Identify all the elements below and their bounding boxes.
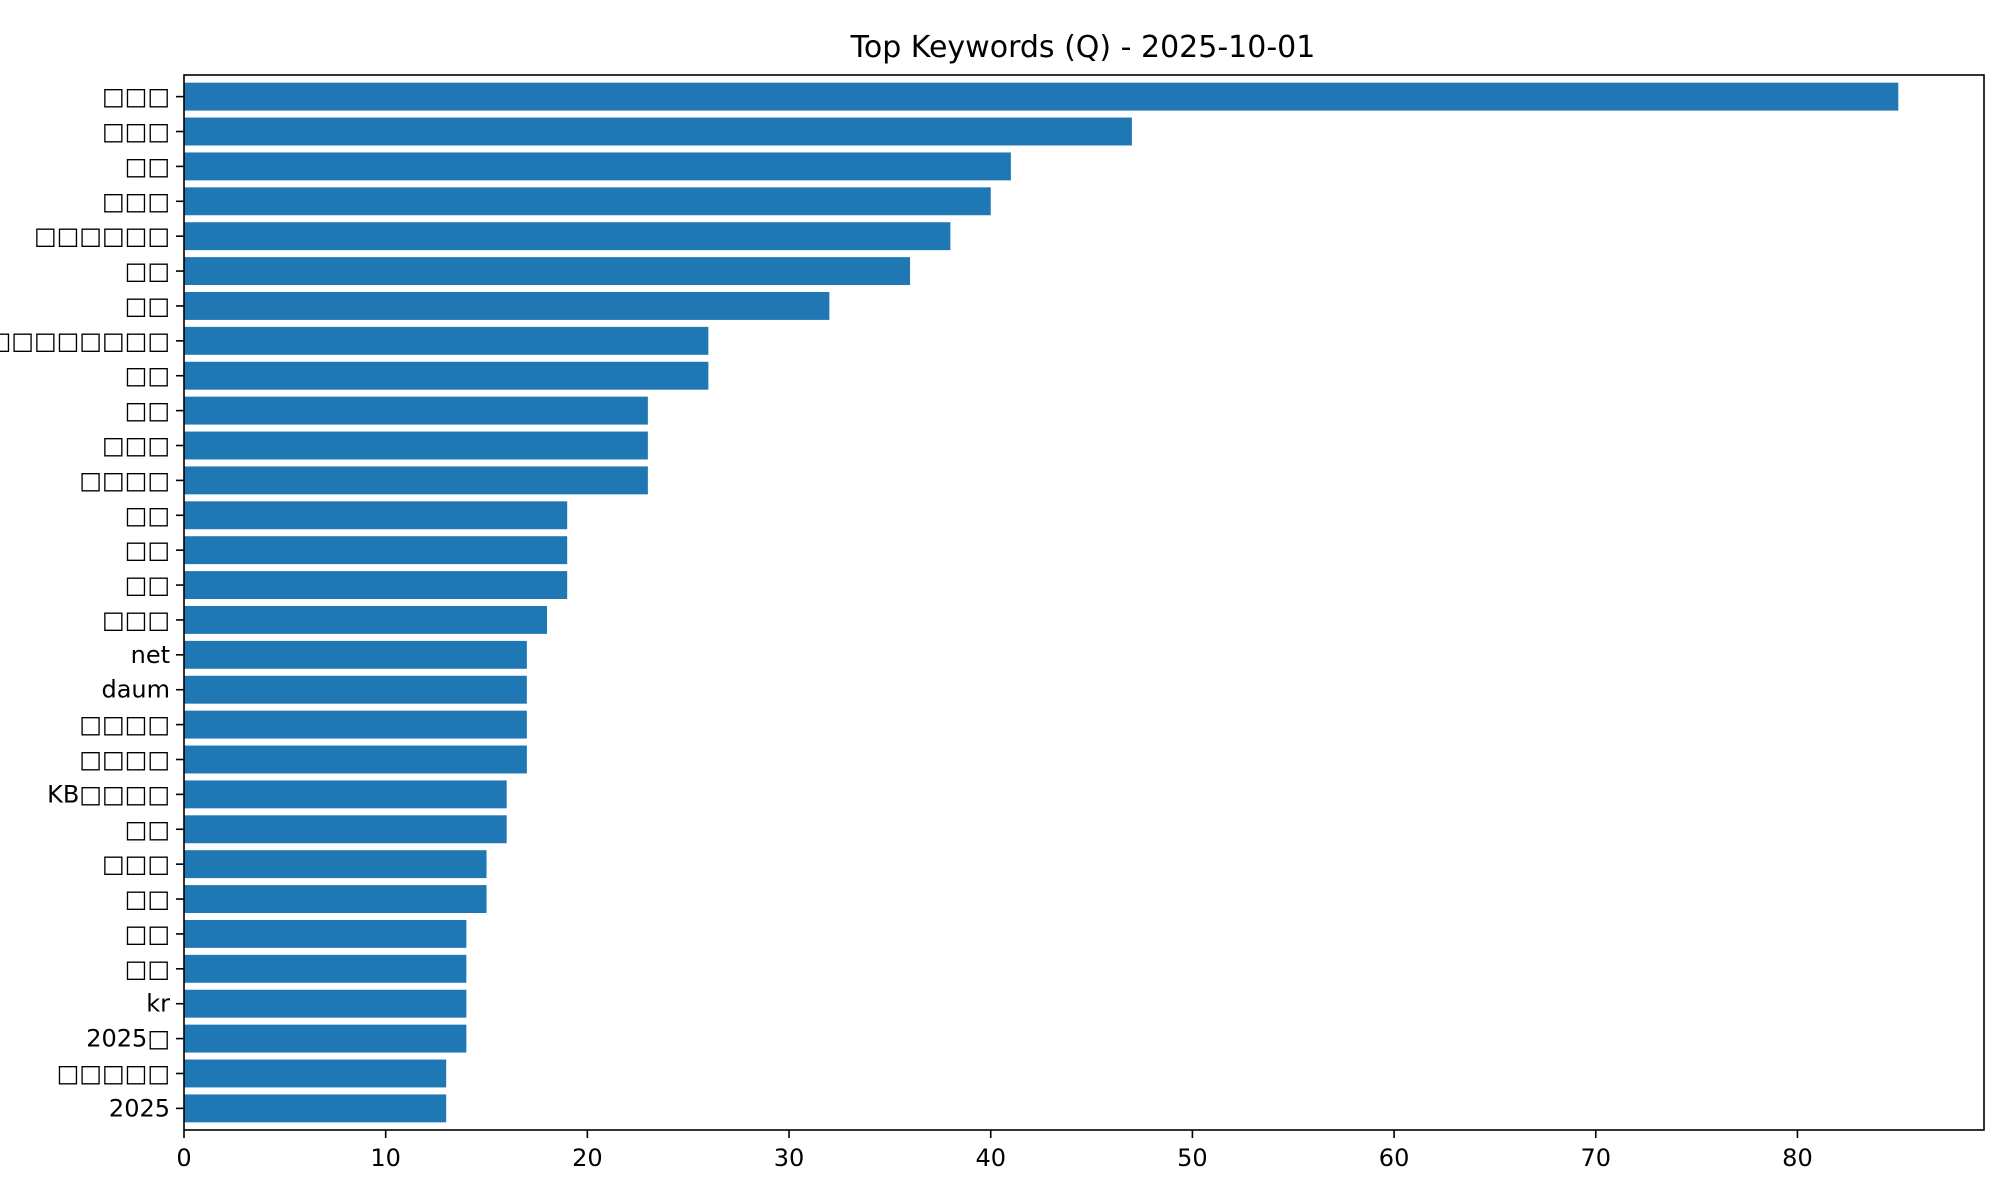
bar — [184, 82, 1899, 111]
bar — [184, 117, 1132, 146]
x-tick-label: 10 — [370, 1144, 401, 1172]
bar — [184, 466, 648, 495]
x-tick-label: 50 — [1177, 1144, 1208, 1172]
y-tick-label: □□□ — [102, 850, 170, 878]
y-tick-label: □□ — [125, 920, 170, 948]
x-tick-label: 20 — [572, 1144, 603, 1172]
y-tick-label: □□ — [125, 292, 170, 320]
y-tick-label: □□ — [125, 536, 170, 564]
y-tick-label: 2025□ — [86, 1025, 170, 1053]
bar — [184, 710, 527, 739]
bar — [184, 187, 991, 216]
y-tick-label: □□□ — [102, 606, 170, 634]
y-tick-label: kr — [146, 990, 170, 1018]
bar — [184, 815, 507, 844]
y-tick-label: KB□□□□ — [47, 780, 170, 808]
y-tick-label: □□□ — [102, 118, 170, 146]
bar — [184, 222, 951, 251]
y-tick-label: □□ — [125, 885, 170, 913]
bar — [184, 605, 548, 634]
bar — [184, 326, 709, 355]
bar — [184, 292, 830, 320]
y-tick-label: □□ — [125, 152, 170, 180]
bar — [184, 361, 709, 390]
x-tick-label: 60 — [1379, 1144, 1410, 1172]
bar — [184, 396, 648, 425]
bar — [184, 1059, 447, 1088]
y-tick-label: □□□□□ — [57, 1059, 170, 1087]
x-axis: 0 10 20 30 40 50 60 70 80 — [176, 1130, 1813, 1172]
plot-frame — [183, 74, 1985, 1131]
y-tick-label: □□□ — [102, 187, 170, 215]
y-tick-label: □□ — [125, 397, 170, 425]
y-tick-label: □□ — [125, 257, 170, 285]
bars-group — [184, 82, 1899, 1123]
bar — [184, 536, 568, 565]
bar — [184, 152, 1011, 181]
x-tick-label: 70 — [1580, 1144, 1611, 1172]
x-tick-label: 0 — [176, 1144, 191, 1172]
y-axis: □□□□□□□□□□□□□□□□□□□□□□□□□□□□□□□□□□□□□□□□… — [0, 83, 184, 1122]
bar — [184, 1024, 467, 1053]
bar — [184, 850, 487, 879]
bar — [184, 675, 527, 704]
y-tick-label: □□ — [125, 571, 170, 599]
y-tick-label: □□ — [125, 955, 170, 983]
bar — [184, 431, 648, 460]
bar — [184, 780, 507, 809]
bar — [184, 501, 568, 530]
y-tick-label: □□ — [125, 501, 170, 529]
bar — [184, 257, 911, 286]
x-tick-label: 30 — [774, 1144, 805, 1172]
y-tick-label: □□□ — [102, 83, 170, 111]
y-tick-label: □□□□□□□□ — [0, 327, 170, 355]
x-tick-label: 40 — [975, 1144, 1006, 1172]
bar — [184, 745, 527, 774]
y-tick-label: □□□□□□ — [34, 222, 170, 250]
bar — [184, 571, 568, 600]
bar — [184, 640, 527, 669]
y-tick-label: □□□□ — [79, 466, 170, 494]
y-tick-label: 2025 — [109, 1094, 170, 1122]
x-tick-label: 80 — [1782, 1144, 1813, 1172]
y-tick-label: daum — [101, 676, 170, 704]
y-tick-label: □□□□ — [79, 711, 170, 739]
y-tick-label: net — [131, 641, 170, 669]
chart-title: Top Keywords (Q) - 2025-10-01 — [850, 30, 1316, 65]
bar — [184, 954, 467, 983]
y-tick-label: □□ — [125, 362, 170, 390]
y-tick-label: □□ — [125, 815, 170, 843]
y-tick-label: □□□□ — [79, 745, 170, 773]
y-tick-label: □□□ — [102, 432, 170, 460]
bar — [184, 1094, 447, 1123]
bar — [184, 919, 467, 948]
bar — [184, 885, 487, 913]
bar — [184, 989, 467, 1018]
